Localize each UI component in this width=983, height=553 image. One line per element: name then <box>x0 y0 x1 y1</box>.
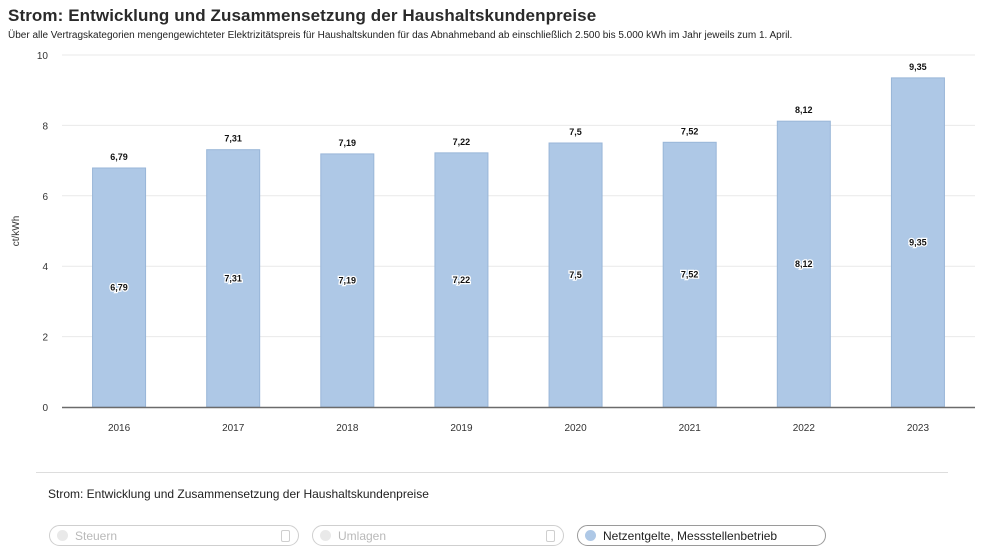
bar-2022[interactable] <box>776 120 831 408</box>
data-label-inside: 6,79 <box>110 282 128 292</box>
x-tick-label: 2023 <box>907 423 930 434</box>
bar-2023[interactable] <box>890 77 945 408</box>
x-tick-label: 2022 <box>793 423 816 434</box>
chart-title: Strom: Entwicklung und Zusammensetzung d… <box>8 6 597 25</box>
data-label-top: 6,79 <box>110 152 128 162</box>
data-label-inside: 9,35 <box>909 237 927 247</box>
y-tick-label: 2 <box>42 333 48 344</box>
legend-label: Umlagen <box>338 528 387 543</box>
data-label-inside: 7,52 <box>681 270 699 280</box>
y-tick-label: 6 <box>42 192 48 203</box>
data-label-top: 7,52 <box>681 126 699 136</box>
y-tick-label: 8 <box>42 121 48 132</box>
bar-2021[interactable] <box>662 141 717 408</box>
y-tick-label: 10 <box>37 51 49 62</box>
legend-label: Netzentgelte, Messstellenbetrieb <box>603 528 778 543</box>
chart-subtitle: Über alle Vertragskategorien mengengewic… <box>8 30 793 41</box>
legend-item-steuern[interactable]: Steuern <box>49 525 299 546</box>
bar-2019[interactable] <box>434 152 489 408</box>
bar-2018[interactable] <box>320 153 375 408</box>
legend-label: Steuern <box>75 528 118 543</box>
y-axis-ticks: 0 2 4 6 8 10 <box>37 51 49 414</box>
checkbox-icon <box>281 530 290 542</box>
y-axis-label: ct/kWh <box>11 216 22 247</box>
x-tick-label: 2018 <box>336 423 359 434</box>
data-label-top: 7,31 <box>224 134 242 144</box>
legend-item-umlagen[interactable]: Umlagen <box>312 525 564 546</box>
bar-2017[interactable] <box>206 149 261 408</box>
legend-item-netzentgelte[interactable]: Netzentgelte, Messstellenbetrieb <box>577 525 826 546</box>
bar-2020[interactable] <box>548 142 603 408</box>
y-tick-label: 0 <box>42 403 48 414</box>
x-tick-label: 2019 <box>450 423 473 434</box>
data-label-inside: 7,5 <box>569 270 582 280</box>
y-tick-label: 4 <box>42 262 48 273</box>
data-label-top: 9,35 <box>909 62 927 72</box>
legend-title: Strom: Entwicklung und Zusammensetzung d… <box>48 487 429 501</box>
data-label-top: 8,12 <box>795 105 813 115</box>
data-label-inside: 8,12 <box>795 259 813 269</box>
grid-lines <box>62 54 975 338</box>
x-tick-label: 2020 <box>564 423 587 434</box>
legend-dot-icon <box>320 530 331 541</box>
x-tick-label: 2016 <box>108 423 131 434</box>
data-label-top: 7,5 <box>569 127 582 137</box>
data-label-inside: 7,19 <box>339 275 357 285</box>
data-labels: 6,79 6,79 7,31 7,31 7,19 7,19 7,22 7,22 7,5 7,5 7,… <box>109 61 928 294</box>
data-label-inside: 7,22 <box>453 275 471 285</box>
data-label-top: 7,22 <box>453 137 471 147</box>
data-label-inside: 7,31 <box>224 273 242 283</box>
checkbox-icon <box>546 530 555 542</box>
x-tick-label: 2017 <box>222 423 245 434</box>
legend-dot-icon <box>57 530 68 541</box>
data-label-top: 7,19 <box>339 138 357 148</box>
legend-dot-icon <box>585 530 596 541</box>
x-axis-ticks: 2016 2017 2018 2019 2020 2021 2022 2023 <box>108 423 930 434</box>
x-tick-label: 2021 <box>679 423 702 434</box>
bars <box>92 77 945 408</box>
divider <box>36 472 948 473</box>
